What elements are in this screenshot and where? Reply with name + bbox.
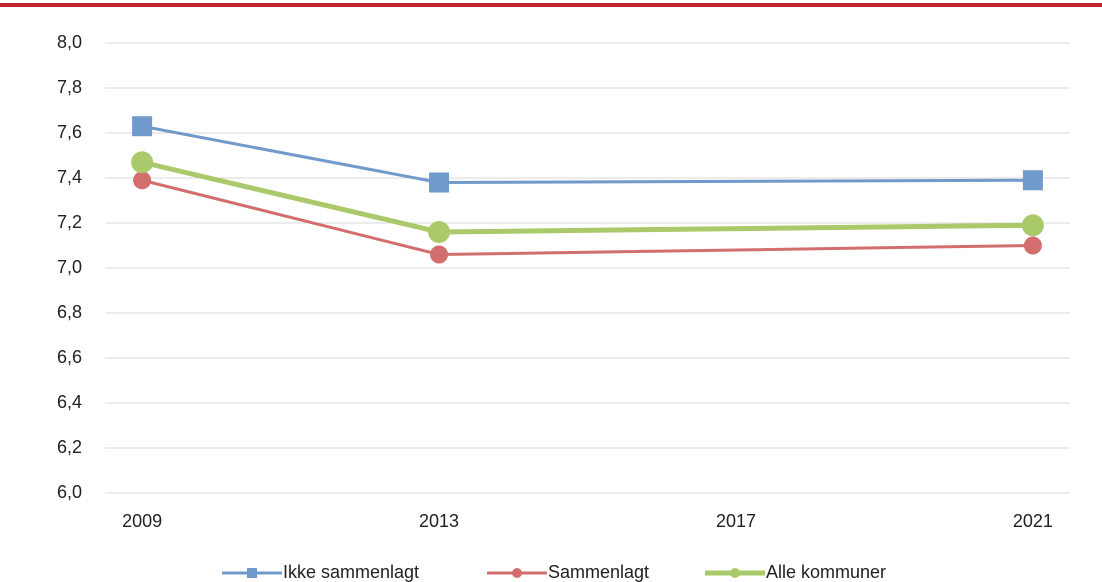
y-tick-label: 7,6 (57, 122, 82, 142)
marker (1022, 170, 1043, 191)
y-tick-label: 6,8 (57, 302, 82, 322)
legend-marker (730, 568, 740, 578)
marker (132, 116, 153, 137)
legend-marker (512, 568, 522, 578)
marker (1023, 236, 1042, 255)
series-line (141, 124, 1033, 185)
marker (133, 171, 152, 190)
series-line (141, 159, 1033, 235)
y-tick-label: 6,6 (57, 347, 82, 367)
x-tick-label: 2013 (419, 511, 459, 531)
y-tick-label: 6,4 (57, 392, 82, 412)
x-tick-label: 2009 (122, 511, 162, 531)
marker (430, 245, 449, 264)
y-tick-label: 7,2 (57, 212, 82, 232)
legend-marker (247, 568, 257, 578)
y-tick-label: 7,4 (57, 167, 82, 187)
x-tick-label: 2017 (716, 511, 756, 531)
y-tick-label: 6,0 (57, 482, 82, 502)
y-tick-label: 7,0 (57, 257, 82, 277)
marker (429, 172, 450, 193)
y-tick-label: 8,0 (57, 32, 82, 52)
x-tick-label: 2021 (1013, 511, 1053, 531)
marker (131, 151, 154, 174)
marker (1021, 214, 1044, 237)
y-tick-label: 6,2 (57, 437, 82, 457)
y-tick-label: 7,8 (57, 77, 82, 97)
top-rule (0, 3, 1102, 7)
legend-label: Ikke sammenlagt (283, 562, 419, 582)
legend-label: Alle kommuner (766, 562, 886, 582)
marker (428, 221, 451, 243)
legend-label: Sammenlagt (548, 562, 649, 582)
